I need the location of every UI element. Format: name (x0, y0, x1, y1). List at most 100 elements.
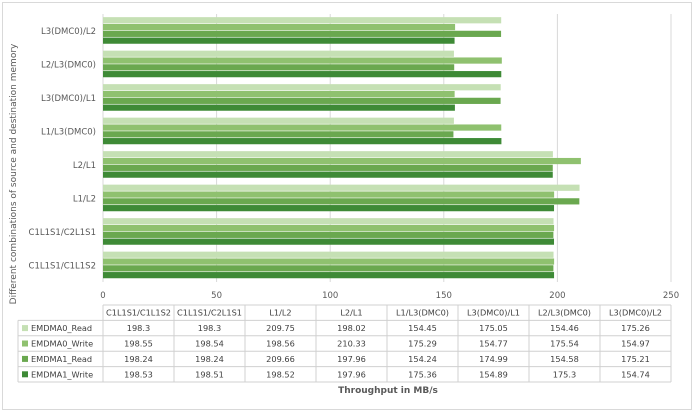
table-cell-EMDMA0_Write-0: 198.55 (124, 339, 153, 349)
category-label-3: L2/L1 (73, 161, 96, 171)
bar-EMDMA0_Write-0 (103, 258, 555, 265)
bars (103, 17, 581, 279)
bar-EMDMA1_Read-6 (103, 64, 455, 71)
table-cell-EMDMA1_Read-6: 154.58 (550, 354, 579, 364)
x-tick-label-3: 150 (436, 291, 452, 301)
x-tick-label-5: 250 (663, 291, 679, 301)
table-cell-EMDMA0_Read-5: 175.05 (479, 323, 508, 333)
category-label-2: L1/L2 (73, 194, 96, 204)
table-cell-EMDMA0_Read-7: 175.26 (621, 323, 650, 333)
bar-EMDMA0_Read-3 (103, 151, 553, 158)
bar-EMDMA0_Read-4 (103, 117, 454, 124)
bar-EMDMA1_Write-2 (103, 205, 555, 212)
category-label-0: C1L1S1/C1L1S2 (29, 261, 96, 271)
x-tick-label-4: 200 (549, 291, 565, 301)
table-header-6: L2/L3(DMC0) (538, 308, 591, 318)
legend-key-EMDMA1_Read (22, 355, 28, 362)
table-cell-EMDMA1_Read-3: 197.96 (337, 354, 366, 364)
category-label-4: L1/L3(DMC0) (41, 127, 96, 137)
legend-key-EMDMA0_Write (22, 340, 28, 347)
table-cell-EMDMA0_Read-0: 198.3 (127, 323, 150, 333)
table-cell-EMDMA0_Read-4: 154.45 (408, 323, 437, 333)
table-cell-EMDMA1_Write-3: 197.96 (337, 369, 366, 379)
table-cell-EMDMA1_Read-7: 175.21 (621, 354, 650, 364)
table-cell-EMDMA0_Write-2: 198.56 (266, 339, 295, 349)
table-cell-EMDMA1_Read-1: 198.24 (195, 354, 224, 364)
table-cell-EMDMA1_Read-0: 198.24 (124, 354, 153, 364)
bar-EMDMA1_Read-3 (103, 164, 553, 171)
legend-key-EMDMA1_Write (22, 371, 28, 378)
bar-EMDMA0_Read-7 (103, 17, 502, 24)
bar-EMDMA0_Write-2 (103, 191, 555, 198)
bar-EMDMA0_Write-7 (103, 23, 456, 31)
bar-EMDMA1_Write-3 (103, 171, 553, 178)
table-header-2: L1/L2 (269, 308, 291, 318)
category-label-1: C1L1S1/C2L1S1 (29, 228, 96, 238)
category-label-6: L2/L3(DMC0) (41, 60, 96, 70)
table-cell-EMDMA1_Write-6: 175.3 (553, 369, 576, 379)
bar-EMDMA1_Write-5 (103, 104, 455, 111)
table-header-4: L1/L3(DMC0) (396, 308, 449, 318)
table-cell-EMDMA0_Read-3: 198.02 (337, 323, 366, 333)
table-cell-EMDMA0_Write-1: 198.54 (195, 339, 224, 349)
legend-entry-EMDMA1_Read: EMDMA1_Read (31, 354, 92, 364)
bar-EMDMA1_Read-7 (103, 30, 502, 37)
bar-EMDMA0_Write-3 (103, 157, 581, 165)
y-axis-title: Different combinations of source and des… (9, 43, 19, 304)
bar-EMDMA1_Read-4 (103, 131, 454, 138)
bar-EMDMA0_Write-5 (103, 90, 455, 98)
table-header-1: C1L1S1/C2L1S1 (177, 308, 242, 318)
data-table: C1L1S1/C1L1S2 C1L1S1/C2L1S1 L1/L2 L2/L1 L1/L… (17, 304, 672, 383)
legend-entry-EMDMA1_Write: EMDMA1_Write (31, 369, 93, 379)
table-cell-EMDMA0_Write-7: 154.97 (621, 339, 650, 349)
table-header-7: L3(DMC0)/L2 (609, 308, 662, 318)
table-cell-EMDMA1_Read-2: 209.66 (266, 354, 295, 364)
legend-entry-EMDMA0_Write: EMDMA0_Write (31, 339, 93, 349)
table-header-0: C1L1S1/C1L1S2 (106, 308, 171, 318)
x-tick-label-1: 50 (211, 291, 222, 301)
table-cell-EMDMA1_Write-5: 154.89 (479, 369, 508, 379)
table-cell-EMDMA1_Read-5: 174.99 (479, 354, 508, 364)
legend-key-EMDMA0_Read (22, 325, 28, 332)
bar-EMDMA0_Read-0 (103, 251, 554, 258)
bar-EMDMA1_Write-6 (103, 71, 502, 78)
legend-entry-EMDMA0_Read: EMDMA0_Read (31, 323, 92, 333)
category-label-5: L3(DMC0)/L1 (41, 94, 96, 104)
table-cell-EMDMA1_Read-4: 154.24 (408, 354, 437, 364)
bar-EMDMA0_Write-4 (103, 124, 502, 131)
category-label-7: L3(DMC0)/L2 (41, 27, 96, 37)
bar-EMDMA1_Write-1 (103, 238, 555, 245)
bar-EMDMA1_Write-0 (103, 272, 555, 279)
bar-EMDMA1_Write-4 (103, 138, 502, 145)
bar-EMDMA1_Read-0 (103, 265, 554, 272)
table-cell-EMDMA1_Write-2: 198.52 (266, 369, 295, 379)
x-tick-label-0: 0 (100, 291, 105, 301)
bar-EMDMA0_Read-1 (103, 218, 554, 225)
bar-EMDMA0_Read-6 (103, 50, 454, 57)
table-cell-EMDMA1_Write-4: 175.36 (408, 369, 437, 379)
table-cell-EMDMA0_Read-6: 154.46 (550, 323, 579, 333)
table-cell-EMDMA0_Write-4: 175.29 (408, 339, 437, 349)
bar-EMDMA0_Read-5 (103, 84, 501, 91)
x-tick-label-2: 100 (322, 291, 338, 301)
table-header-3: L2/L1 (340, 308, 362, 318)
table-cell-EMDMA0_Write-5: 154.77 (479, 339, 508, 349)
x-tick-labels: 0 50 100 150 200 250 (100, 291, 679, 301)
table-header-5: L3(DMC0)/L1 (467, 308, 520, 318)
x-axis-title: Throughput in MB/s (338, 386, 438, 396)
table-cell-EMDMA0_Read-2: 209.75 (266, 323, 295, 333)
table-cell-EMDMA0_Write-6: 175.54 (550, 339, 579, 349)
bar-EMDMA1_Read-5 (103, 97, 501, 104)
bar-EMDMA1_Write-7 (103, 37, 455, 44)
bar-EMDMA0_Write-1 (103, 224, 555, 232)
table-cell-EMDMA1_Write-0: 198.53 (124, 369, 153, 379)
bar-EMDMA0_Write-6 (103, 57, 502, 64)
category-labels: C1L1S1/C1L1S2 C1L1S1/C2L1S1 L1/L2 L2/L1 L1/L… (29, 27, 96, 272)
bar-EMDMA1_Read-2 (103, 198, 580, 205)
table-cell-EMDMA0_Read-1: 198.3 (198, 323, 221, 333)
table-cell-EMDMA1_Write-7: 154.74 (621, 369, 650, 379)
table-cell-EMDMA0_Write-3: 210.33 (337, 339, 366, 349)
bar-EMDMA0_Read-2 (103, 184, 580, 191)
bar-EMDMA1_Read-1 (103, 231, 554, 238)
